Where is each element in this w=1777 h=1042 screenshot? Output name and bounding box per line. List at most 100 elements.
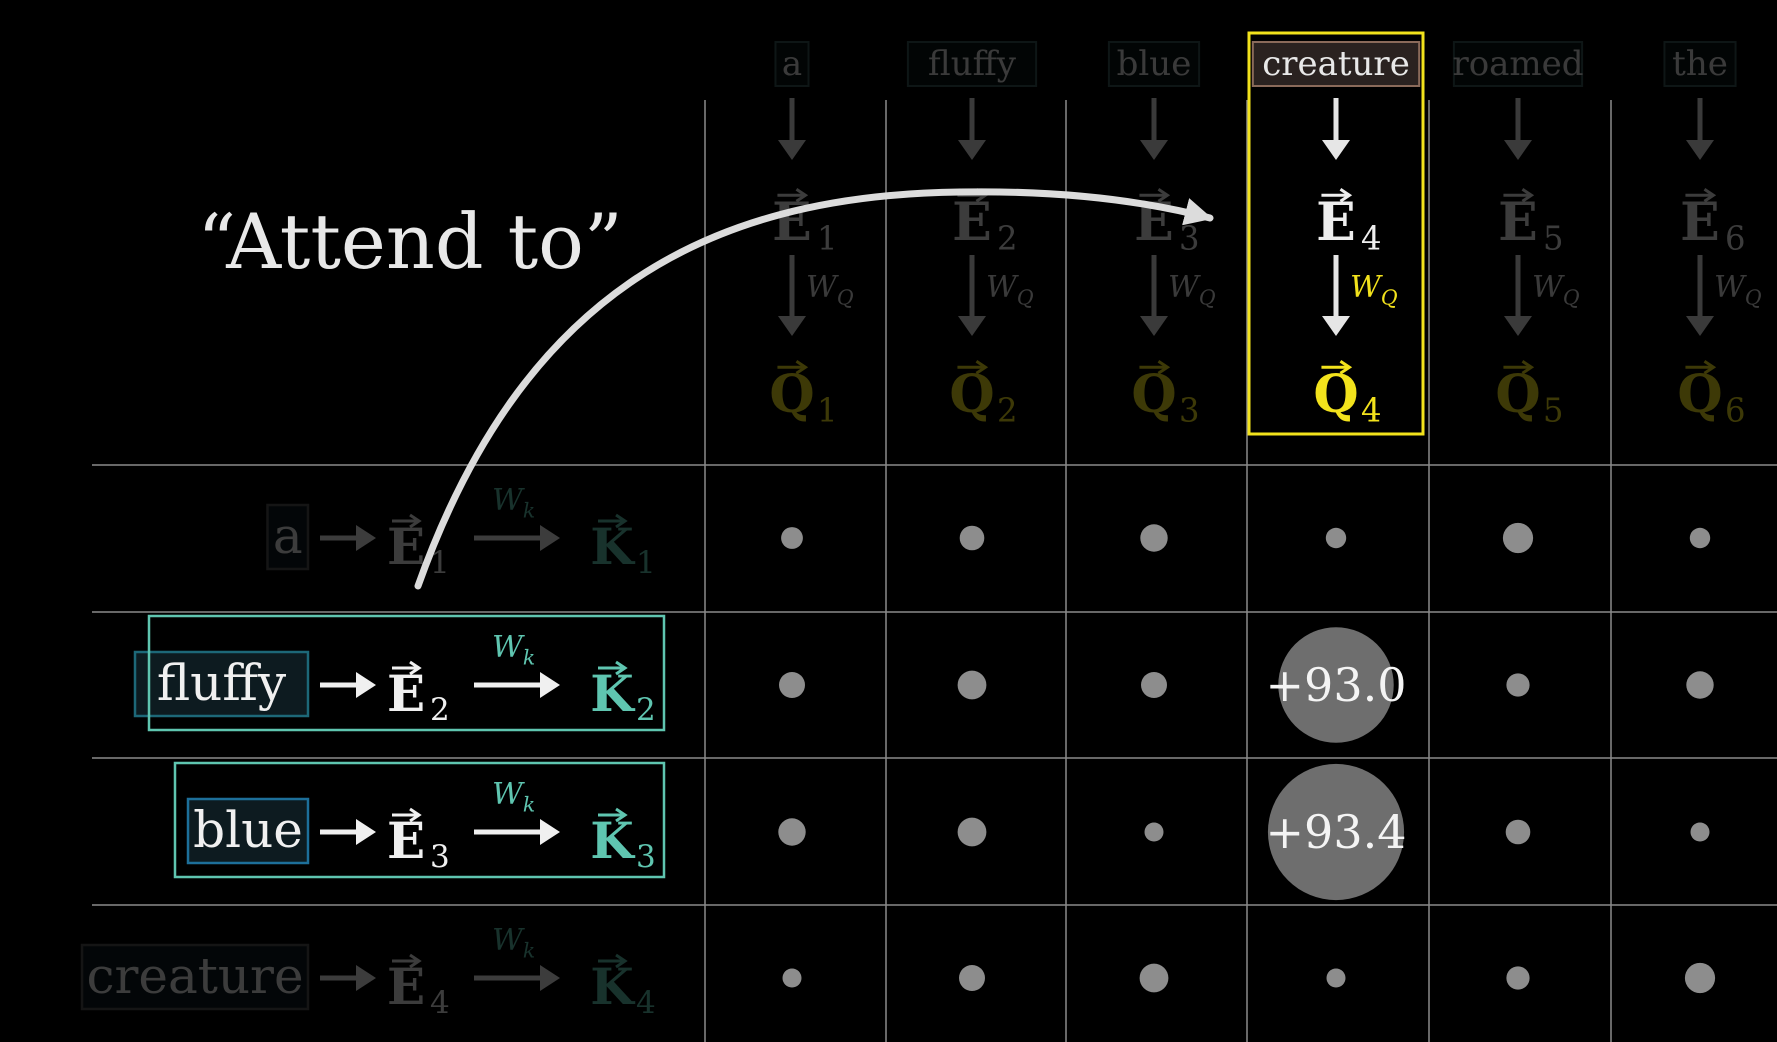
row-wk-arrow (474, 965, 560, 991)
column-query: Q6 (1677, 361, 1745, 429)
row-wk-label: Wk (492, 483, 535, 523)
column-wq-arrow-head (1686, 316, 1714, 336)
column-embedding-index: 2 (997, 219, 1018, 257)
row-key-letter: K (590, 811, 635, 870)
row-embedding-letter: E (387, 517, 425, 576)
column-query-index: 1 (817, 391, 838, 429)
row-wk-label: Wk (492, 923, 535, 963)
column-wq-label-sub: Q (1745, 286, 1762, 310)
column-wq-label: WQ (806, 270, 854, 310)
column-embedding: E1 (772, 189, 837, 257)
column-wq-label: WQ (1714, 270, 1762, 310)
column-query-letter: Q (1313, 364, 1358, 425)
row-embed-arrow-head (356, 819, 376, 845)
row-embedding-letter: E (387, 811, 425, 870)
attention-dot (1685, 963, 1715, 993)
column-wq-arrow (1322, 255, 1350, 336)
row-wk-label-sub: k (523, 646, 535, 670)
attention-dot (781, 527, 803, 549)
attention-dot (778, 818, 805, 845)
column-embed-arrow (1686, 98, 1714, 160)
row-token-label: fluffy (157, 654, 287, 712)
column-embed-arrow-head (958, 140, 986, 160)
column-embedding: E5 (1498, 189, 1563, 257)
attention-dot (783, 969, 802, 988)
column-wq-arrow-head (1140, 316, 1168, 336)
row-embedding-index: 2 (430, 692, 450, 728)
column-embed-arrow (1140, 98, 1168, 160)
row-embed-arrow (320, 672, 376, 698)
column-wq-label-sub: Q (837, 286, 854, 310)
column-embed-arrow (778, 98, 806, 160)
column-wq-label-sub: Q (1199, 286, 1216, 310)
score-label: +93.0 (1266, 658, 1407, 712)
column-blue: blueE3WQQ3 (1109, 42, 1216, 429)
column-embed-arrow-head (1686, 140, 1714, 160)
row-token-label: creature (86, 947, 303, 1005)
column-the: theE6WQQ6 (1664, 42, 1761, 429)
column-embedding-index: 6 (1725, 219, 1746, 257)
row-wk-arrow (474, 672, 560, 698)
column-token-label: fluffy (928, 44, 1017, 84)
column-embed-arrow-head (1322, 140, 1350, 160)
row-key-letter: K (590, 664, 635, 723)
column-embedding: E2 (952, 189, 1017, 257)
score-label: +93.4 (1266, 805, 1407, 859)
column-query: Q5 (1495, 361, 1563, 429)
column-wq-arrow (1686, 255, 1714, 336)
row-key-index: 3 (636, 839, 656, 875)
row-token-label: blue (193, 801, 303, 859)
row-wk-arrow (474, 525, 560, 551)
column-embedding-letter: E (1498, 192, 1538, 253)
row-key: K2 (590, 662, 655, 728)
row-embedding-letter: E (387, 957, 425, 1016)
column-embedding-index: 3 (1179, 219, 1200, 257)
column-query-index: 6 (1725, 391, 1746, 429)
column-embedding-index: 1 (817, 219, 838, 257)
column-a: aE1WQQ1 (769, 42, 853, 429)
row-wk-label-sub: k (523, 499, 535, 523)
attention-dot (959, 965, 985, 991)
column-wq-arrow (1504, 255, 1532, 336)
column-query: Q1 (769, 361, 837, 429)
attend-to-title: “Attend to” (197, 197, 623, 286)
column-query-letter: Q (1131, 364, 1176, 425)
score-bubble: +93.4 (1266, 764, 1407, 900)
attention-dot (779, 672, 805, 698)
row-key-letter: K (590, 517, 635, 576)
column-query-index: 2 (997, 391, 1018, 429)
column-token-label: roamed (1452, 44, 1583, 84)
column-token-label: the (1672, 44, 1728, 84)
row-wk-arrow-head (540, 965, 560, 991)
column-creature: creatureE4WQQ4 (1253, 42, 1419, 429)
attention-dot (1506, 966, 1529, 989)
row-wk-label-sub: k (523, 939, 535, 963)
attention-dot (960, 526, 985, 551)
row-fluffy: fluffyE2WkK2 (135, 630, 656, 728)
column-wq-arrow-head (778, 316, 806, 336)
attention-dot (1145, 823, 1164, 842)
row-key: K3 (590, 809, 655, 875)
column-query: Q3 (1131, 361, 1199, 429)
attention-dot (1506, 673, 1529, 696)
attention-dot (1326, 528, 1346, 548)
column-wq-label: WQ (1532, 270, 1580, 310)
attention-dot (1691, 823, 1710, 842)
row-wk-arrow (474, 819, 560, 845)
score-bubble: +93.0 (1266, 627, 1407, 742)
attention-dot (1141, 672, 1167, 698)
column-wq-arrow (1140, 255, 1168, 336)
column-embed-arrow-head (778, 140, 806, 160)
row-key: K1 (590, 515, 655, 581)
column-query: Q4 (1313, 361, 1381, 429)
row-key-letter: K (590, 957, 635, 1016)
column-token-label: a (782, 44, 802, 84)
column-wq-label: WQ (1350, 270, 1398, 310)
row-embed-arrow (320, 525, 376, 551)
column-wq-arrow-head (1322, 316, 1350, 336)
row-embed-arrow (320, 965, 376, 991)
row-key: K4 (590, 955, 655, 1021)
row-embedding: E2 (387, 662, 450, 728)
column-headers: aE1WQQ1fluffyE2WQQ2blueE3WQQ3creatureE4W… (769, 33, 1761, 434)
column-query-letter: Q (1677, 364, 1722, 425)
